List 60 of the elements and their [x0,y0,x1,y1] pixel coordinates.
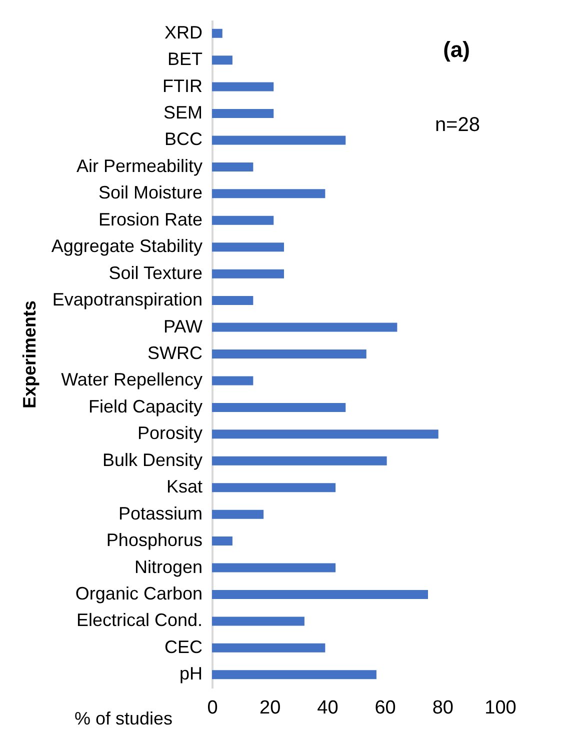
y-tick-label: Potassium [118,503,202,524]
y-tick-label: Soil Texture [108,262,202,283]
y-tick-label: Phosphorus [106,530,202,550]
y-tick-label: Water Repellency [61,370,202,390]
bar [212,643,326,652]
bar [212,242,284,252]
bar [212,402,346,412]
x-tick-label: 0 [207,698,218,718]
y-tick-label: pH [179,664,202,684]
x-tick-label: 60 [374,698,396,718]
bar [212,616,304,626]
bar [212,322,398,332]
bar [212,350,366,358]
y-tick-label: SWRC [148,343,202,363]
annotation: (a) [443,37,470,62]
bar [212,82,274,92]
bar [212,563,336,572]
bar [212,510,264,519]
y-axis-title: Experiments [19,300,40,409]
y-tick-label: Field Capacity [88,396,202,416]
y-tick-label: Air Permeability [76,156,202,176]
bar [212,216,274,225]
bar [212,136,346,145]
y-tick-label: CEC [164,636,202,657]
y-tick-label: Bulk Density [102,450,202,470]
bar [212,430,438,439]
y-tick-label: Porosity [137,423,202,444]
bar [212,269,284,278]
y-tick-label: Organic Carbon [75,583,202,604]
y-tick-label: Ksat [166,476,202,497]
y-tick-label: Nitrogen [134,556,202,577]
bar [212,670,376,680]
bar [212,456,387,466]
x-tick-label: 80 [432,698,454,718]
bar [212,376,254,386]
y-tick-label: Evapotranspiration [52,290,202,310]
bar [212,162,254,172]
y-tick-label: XRD [164,22,202,42]
x-tick-label: 100 [484,698,516,718]
y-tick-label: Electrical Cond. [76,610,202,630]
y-tick-label: PAW [164,316,203,336]
y-tick-label: FTIR [162,76,202,96]
bar [212,189,326,198]
annotation: n=28 [434,114,480,136]
y-tick-label: BCC [164,129,202,150]
x-tick-label: 20 [260,698,281,718]
bar [212,536,232,546]
bar [212,56,232,65]
bar [212,483,336,492]
bar [212,296,254,306]
y-tick-label: Erosion Rate [98,209,202,230]
y-tick-label: SEM [163,102,202,123]
x-tick-label: 40 [317,698,338,718]
x-axis-title: % of studies [74,708,172,728]
y-tick-label: Soil Moisture [98,182,202,203]
bar [212,590,428,599]
y-tick-label: BET [167,49,202,70]
bar [212,28,222,38]
y-tick-label: Aggregate Stability [51,236,202,256]
bar [212,109,274,118]
